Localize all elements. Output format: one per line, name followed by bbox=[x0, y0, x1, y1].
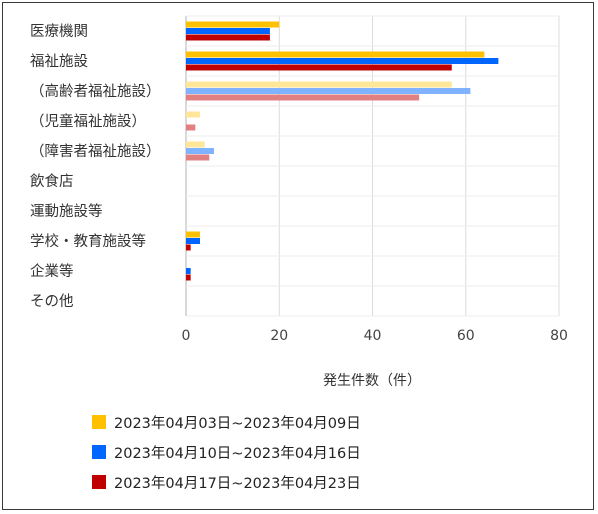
bar bbox=[186, 81, 452, 88]
legend-label: 2023年04月03日~2023年04月09日 bbox=[114, 415, 361, 432]
category-label: 医療機関 bbox=[30, 23, 88, 40]
bar bbox=[186, 88, 471, 94]
grid-lines bbox=[185, 15, 560, 317]
bar bbox=[186, 34, 270, 41]
bar bbox=[186, 28, 270, 34]
legend-item: 2023年04月10日~2023年04月16日 bbox=[92, 442, 512, 462]
x-tick-label: 20 bbox=[270, 328, 288, 344]
legend-label: 2023年04月10日~2023年04月16日 bbox=[114, 445, 361, 462]
category-label: その他 bbox=[30, 293, 74, 310]
x-tick-label: 60 bbox=[457, 328, 475, 344]
bar bbox=[186, 231, 200, 238]
bar bbox=[186, 244, 191, 251]
bars bbox=[186, 21, 499, 281]
category-label: 学校・教育施設等 bbox=[30, 232, 146, 250]
x-tick-label: 80 bbox=[550, 328, 568, 344]
category-label: 飲食店 bbox=[30, 173, 74, 190]
legend-label: 2023年04月17日~2023年04月23日 bbox=[114, 475, 361, 492]
bar bbox=[186, 124, 196, 131]
bar bbox=[186, 238, 200, 244]
bar bbox=[186, 111, 200, 118]
x-axis-label: 発生件数（件） bbox=[323, 373, 421, 389]
legend-item: 2023年04月17日~2023年04月23日 bbox=[92, 472, 512, 492]
legend-swatch bbox=[92, 475, 106, 489]
legend-swatch bbox=[92, 415, 106, 429]
legend-item: 2023年04月03日~2023年04月09日 bbox=[92, 412, 512, 432]
bar bbox=[186, 58, 499, 64]
bar bbox=[186, 141, 205, 148]
bar bbox=[186, 64, 452, 71]
category-label: （高齢者福祉施設） bbox=[30, 83, 161, 100]
category-label: 運動施設等 bbox=[30, 202, 103, 220]
x-tick-label: 0 bbox=[182, 328, 191, 344]
bar bbox=[186, 274, 191, 281]
x-tick-label: 40 bbox=[364, 328, 382, 344]
category-label: （児童福祉施設） bbox=[30, 112, 146, 130]
bar bbox=[186, 21, 280, 28]
bar bbox=[186, 148, 214, 154]
x-tick-labels: 0 20 40 60 80 bbox=[182, 328, 568, 344]
bar bbox=[186, 268, 191, 274]
category-label: 企業等 bbox=[30, 262, 74, 280]
category-label: （障害者福祉施設） bbox=[30, 142, 161, 160]
bar bbox=[186, 51, 485, 58]
legend-swatch bbox=[92, 445, 106, 459]
category-label: 福祉施設 bbox=[30, 53, 88, 70]
bar bbox=[186, 94, 420, 101]
bar bbox=[186, 154, 210, 161]
